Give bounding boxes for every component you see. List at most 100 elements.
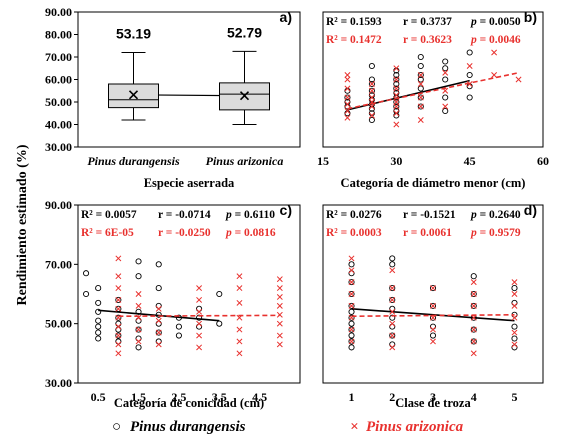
point-arizonica <box>393 103 400 110</box>
point-durangensis <box>368 116 375 124</box>
point-durangensis <box>429 302 437 309</box>
point-durangensis <box>368 87 375 94</box>
point-durangensis <box>417 62 424 70</box>
x-axis-label: Clase de troza <box>395 396 471 410</box>
point-durangensis <box>368 76 375 83</box>
x-axis-label: Categoría de conicidad (cm) <box>114 396 264 410</box>
point-arizonica <box>511 329 518 336</box>
point-arizonica <box>389 332 396 339</box>
point-arizonica <box>115 341 122 348</box>
point-durangensis <box>442 94 449 101</box>
stat-p: p = 0.0816 <box>225 227 276 239</box>
series-circle <box>83 258 223 351</box>
point-arizonica <box>389 344 396 351</box>
y-tick-label: 40.00 <box>45 118 72 132</box>
point-durangensis <box>442 58 449 65</box>
legend-durangensis-label: Pinus durangensis <box>130 419 246 435</box>
panel-frame <box>322 204 544 384</box>
x-tick-label: 3 <box>430 390 436 404</box>
point-arizonica <box>344 72 351 78</box>
point-arizonica <box>368 112 375 119</box>
x-tick-label: 45 <box>464 154 476 168</box>
point-durangensis <box>393 71 400 79</box>
point-arizonica <box>417 72 424 78</box>
point-arizonica <box>115 285 122 292</box>
point-arizonica <box>417 81 424 87</box>
stat-r-squared: R² = 0.1593 <box>326 16 382 28</box>
point-durangensis <box>216 290 223 298</box>
x-tick-label: 0.5 <box>91 390 106 404</box>
stat-p-symbol: p <box>470 16 477 28</box>
x-tick-label: 4.5 <box>252 390 267 404</box>
trend-line <box>118 314 280 318</box>
point-arizonica <box>442 103 449 110</box>
point-arizonica <box>348 279 355 286</box>
y-tick-label: 80.00 <box>45 28 72 42</box>
point-arizonica <box>344 114 351 121</box>
point-durangensis <box>348 332 355 339</box>
mean-marker <box>128 90 139 100</box>
point-arizonica <box>348 291 355 297</box>
point-durangensis <box>95 285 102 292</box>
point-arizonica <box>196 285 203 292</box>
panel-frame <box>77 204 301 384</box>
point-durangensis <box>115 296 122 303</box>
x-tick-label: 2.5 <box>171 390 186 404</box>
point-durangensis <box>348 302 355 309</box>
point-arizonica <box>348 302 355 309</box>
trend-line <box>347 71 519 110</box>
point-arizonica <box>470 314 477 321</box>
category-label: Pinus durangensis <box>87 154 180 168</box>
stat-p-symbol: p <box>225 209 232 221</box>
point-arizonica <box>348 255 355 262</box>
legend-arizonica-symbol: × <box>350 419 359 435</box>
stat-r: r = -0.0714 <box>158 209 211 221</box>
point-arizonica <box>491 72 498 78</box>
point-arizonica <box>115 350 122 357</box>
point-arizonica <box>393 110 400 117</box>
point-durangensis <box>155 329 162 336</box>
x-tick-label: 3.5 <box>212 390 227 404</box>
category-label: Pinus arizonica <box>206 154 284 168</box>
panel-c: 30.00 50.00 70.00 90.00 c) Categoría de conic… <box>45 198 301 410</box>
stat-p: p = 0.2640 <box>470 209 521 221</box>
point-durangensis <box>95 308 102 315</box>
point-arizonica <box>470 302 477 309</box>
x-tick-label: 60 <box>537 154 549 168</box>
stat-p: p = 0.0046 <box>470 34 521 46</box>
y-tick-label: 50.00 <box>45 317 72 331</box>
x-tick-label: 30 <box>390 154 402 168</box>
point-durangensis <box>417 76 424 83</box>
point-durangensis <box>417 103 424 110</box>
point-arizonica <box>115 273 122 280</box>
point-arizonica <box>348 338 355 345</box>
point-durangensis <box>466 94 473 101</box>
point-arizonica <box>417 94 424 101</box>
series-x <box>348 255 518 357</box>
stat-r-squared: R² = 0.0057 <box>81 209 137 221</box>
stat-p-value: = 0.2640 <box>477 209 521 221</box>
point-arizonica <box>115 323 122 330</box>
point-arizonica <box>470 350 477 357</box>
stat-r-squared: R² = 6E-05 <box>81 227 134 239</box>
point-durangensis <box>95 323 102 330</box>
point-durangensis <box>175 332 182 339</box>
point-durangensis <box>442 107 449 115</box>
stat-p-symbol: p <box>225 227 232 239</box>
point-durangensis <box>95 317 102 324</box>
point-durangensis <box>417 85 424 92</box>
point-arizonica <box>389 296 396 303</box>
point-durangensis <box>389 261 396 268</box>
point-arizonica <box>236 285 243 292</box>
point-arizonica <box>389 308 396 315</box>
point-durangensis <box>155 285 162 292</box>
point-arizonica <box>236 326 243 333</box>
panel-frame <box>322 11 544 148</box>
point-durangensis <box>417 53 424 61</box>
panel-label: d) <box>524 202 537 218</box>
stat-r: r = -0.0250 <box>158 227 211 239</box>
point-arizonica <box>348 326 355 333</box>
point-durangensis <box>155 261 162 268</box>
stat-p-symbol: p <box>470 209 477 221</box>
